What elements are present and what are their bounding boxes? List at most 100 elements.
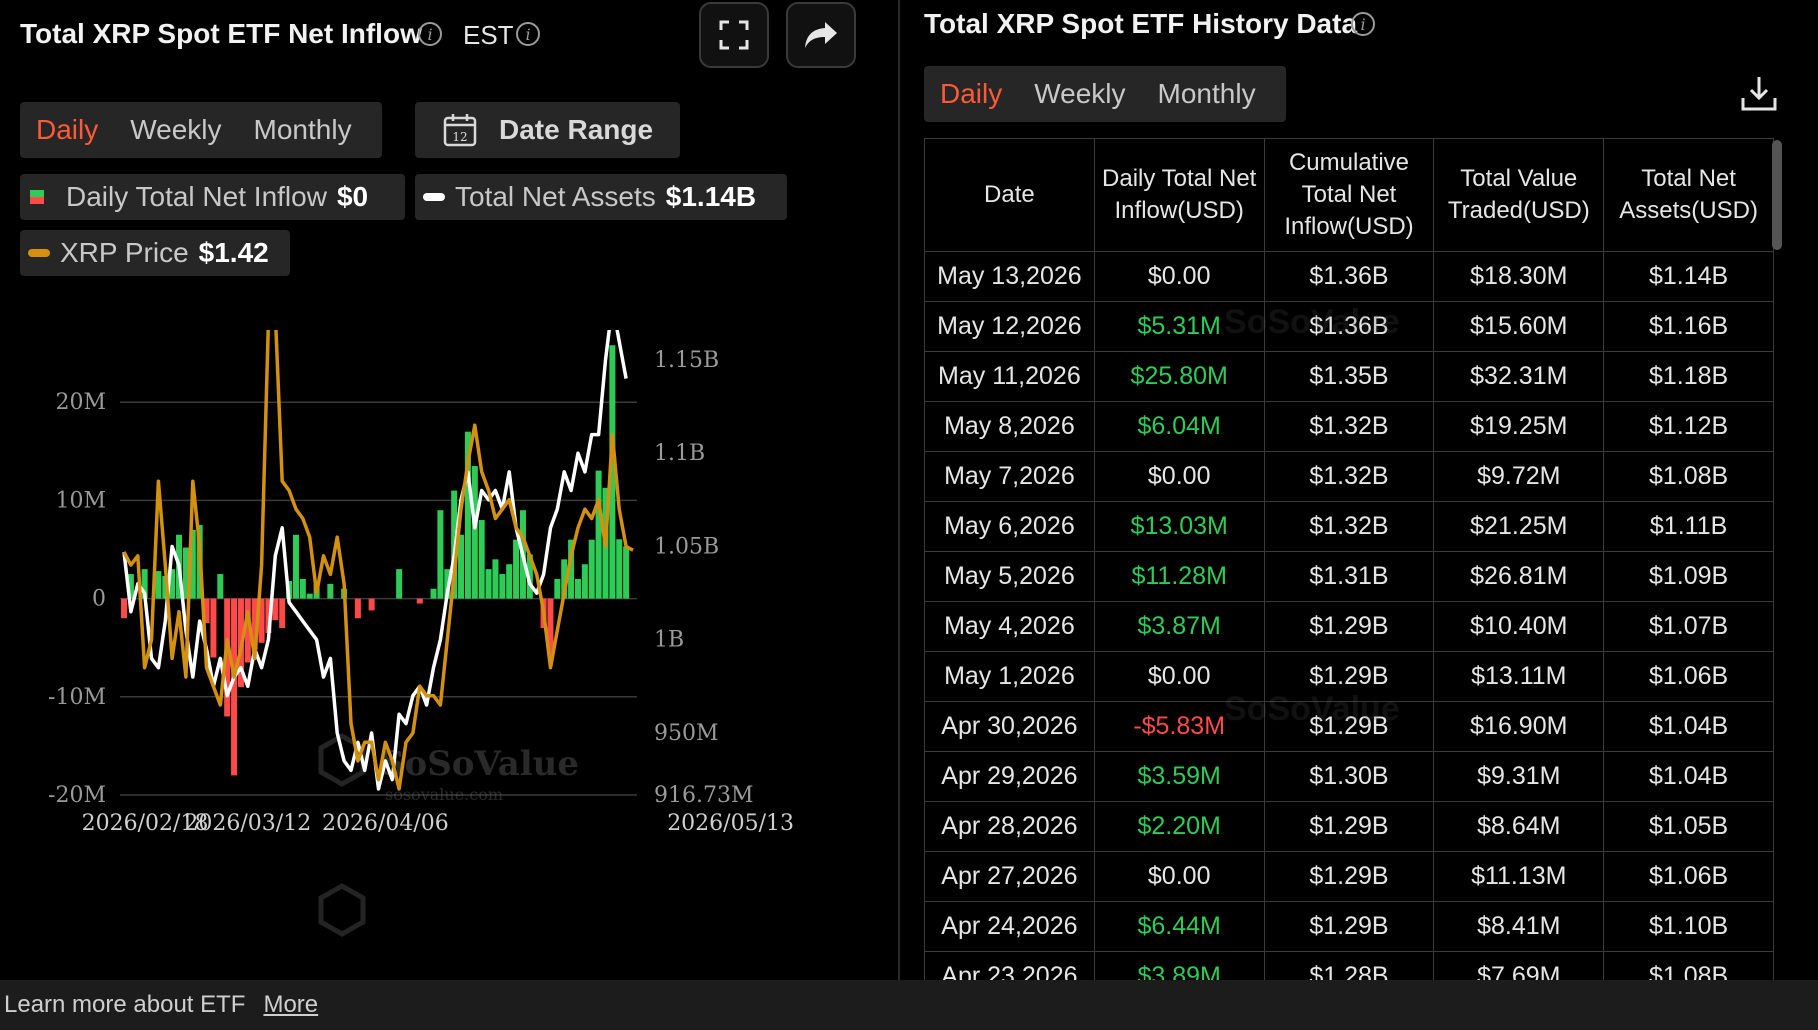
table-row: May 5,2026 $11.28M $1.31B $26.81M $1.09B <box>924 551 1774 602</box>
value-cell: $16.90M <box>1433 701 1605 752</box>
date-cell: Apr 29,2026 <box>924 751 1095 802</box>
inflow-bar <box>506 564 513 599</box>
table-watermark: SoSoValue <box>1224 690 1400 729</box>
y-right-tick-label: 950M <box>654 721 719 746</box>
x-tick-label: 2026/03/12 <box>184 811 311 836</box>
inflow-bar <box>437 510 444 599</box>
value-cell: $1.04B <box>1603 751 1774 802</box>
value-cell: $0.00 <box>1093 851 1265 902</box>
footer-text: Learn more about ETF <box>4 991 246 1018</box>
info-icon[interactable]: i <box>418 22 442 46</box>
legend-total-net-assets[interactable]: Total Net Assets $1.14B <box>415 174 787 220</box>
fullscreen-button[interactable] <box>699 2 769 68</box>
chart-period-tabs: Daily Weekly Monthly <box>20 102 382 158</box>
value-cell: $26.81M <box>1433 551 1605 602</box>
date-range-label: Date Range <box>499 114 654 145</box>
inflow-bar <box>547 598 554 658</box>
inflow-bars <box>121 345 630 776</box>
table-scrollbar[interactable] <box>1772 140 1782 250</box>
y-right-tick-label: 916.73M <box>654 783 754 808</box>
table-watermark: SoSoValue <box>1224 303 1400 342</box>
y-right-tick-label: 1.1B <box>654 441 705 466</box>
x-tick-label: 2026/04/06 <box>322 811 449 836</box>
share-icon <box>805 22 837 48</box>
inflow-bar <box>292 534 299 599</box>
share-button[interactable] <box>786 2 856 68</box>
value-cell: $1.10B <box>1603 901 1774 952</box>
value-cell: $1.36B <box>1263 251 1435 302</box>
chart-title: Total XRP Spot ETF Net Inflow <box>20 18 422 49</box>
inflow-bar <box>182 547 189 599</box>
value-cell: $1.14B <box>1603 251 1774 302</box>
value-cell: $1.08B <box>1603 951 1774 980</box>
y-right-tick-label: 1B <box>654 628 684 653</box>
history-table-container[interactable]: Date Daily Total Net Inflow(USD) Cumulat… <box>924 138 1774 980</box>
value-cell: $1.35B <box>1263 351 1435 402</box>
calendar-icon: 12 <box>443 114 477 147</box>
more-link[interactable]: More <box>263 991 319 1018</box>
legend-value: $1.42 <box>198 237 269 268</box>
value-cell: $7.69M <box>1433 951 1605 980</box>
sosovalue-logo-icon <box>318 883 366 937</box>
tab-monthly[interactable]: Monthly <box>253 114 352 145</box>
timezone-info-icon[interactable]: i <box>516 22 540 46</box>
inflow-bar <box>616 539 623 599</box>
value-cell: $11.13M <box>1433 851 1605 902</box>
date-cell: Apr 30,2026 <box>924 701 1095 752</box>
date-range-button[interactable]: 12 Date Range <box>415 102 680 158</box>
x-tick-label: 2026/02/18 <box>82 811 209 836</box>
value-cell: $1.12B <box>1603 401 1774 452</box>
value-cell: $21.25M <box>1433 501 1605 552</box>
inflow-bar <box>581 564 588 599</box>
table-row: May 11,2026 $25.80M $1.35B $32.31M $1.18B <box>924 351 1774 402</box>
inflow-bar <box>574 578 581 599</box>
inflow-bar <box>396 569 403 599</box>
inflow-bar <box>251 598 258 650</box>
value-cell: $1.29B <box>1263 801 1435 852</box>
download-icon[interactable] <box>1740 74 1778 112</box>
legend-xrp-price[interactable]: XRP Price $1.42 <box>20 230 290 276</box>
inflow-bar <box>299 578 306 599</box>
y-left-tick-label: -10M <box>48 685 106 710</box>
legend-value: $1.14B <box>665 181 757 212</box>
inflow-bar <box>464 431 471 599</box>
history-info-icon[interactable]: i <box>1351 12 1375 36</box>
panel-divider <box>898 0 900 980</box>
value-cell: $1.32B <box>1263 451 1435 502</box>
watermark-brand: SoSoValue <box>1224 690 1400 728</box>
inflow-legend-icon <box>30 190 44 204</box>
table-row: Apr 24,2026 $6.44M $1.29B $8.41M $1.10B <box>924 901 1774 952</box>
inflow-bar <box>609 345 616 599</box>
value-cell: $1.29B <box>1263 651 1435 702</box>
history-period-tabs: Daily Weekly Monthly <box>924 66 1286 122</box>
tab-weekly[interactable]: Weekly <box>130 114 222 145</box>
column-header: Daily Total Net Inflow(USD) <box>1093 138 1265 252</box>
tab-weekly[interactable]: Weekly <box>1034 78 1126 109</box>
date-cell: May 1,2026 <box>924 651 1095 702</box>
inflow-bar <box>416 598 423 604</box>
date-cell: Apr 24,2026 <box>924 901 1095 952</box>
value-cell: $1.31B <box>1263 551 1435 602</box>
value-cell: $1.06B <box>1603 651 1774 702</box>
footer-bar: Learn more about ETF More <box>0 980 1818 1030</box>
table-row: May 7,2026 $0.00 $1.32B $9.72M $1.08B <box>924 451 1774 502</box>
inflow-bar <box>141 569 148 599</box>
watermark-brand: SoSoValue <box>1224 303 1400 341</box>
value-cell: $1.29B <box>1263 601 1435 652</box>
y-left-tick-label: 10M <box>55 488 106 513</box>
date-cell: May 5,2026 <box>924 551 1095 602</box>
inflow-chart[interactable]: 30M20M10M0-10M-20M 1.18B1.15B1.1B1.05B1B… <box>0 330 880 970</box>
inflow-bar <box>169 569 176 599</box>
value-cell: $8.41M <box>1433 901 1605 952</box>
tab-daily[interactable]: Daily <box>36 114 99 145</box>
column-header: Cumulative Total Net Inflow(USD) <box>1263 138 1435 252</box>
tab-daily[interactable]: Daily <box>940 78 1003 109</box>
value-cell: $1.32B <box>1263 501 1435 552</box>
date-cell: May 11,2026 <box>924 351 1095 402</box>
tab-monthly[interactable]: Monthly <box>1157 78 1256 109</box>
fullscreen-icon <box>719 20 749 50</box>
inflow-bar <box>561 559 568 599</box>
inflow-bar <box>258 598 265 643</box>
legend-daily-inflow[interactable]: Daily Total Net Inflow $0 <box>20 174 405 220</box>
history-table: Date Daily Total Net Inflow(USD) Cumulat… <box>924 138 1774 980</box>
